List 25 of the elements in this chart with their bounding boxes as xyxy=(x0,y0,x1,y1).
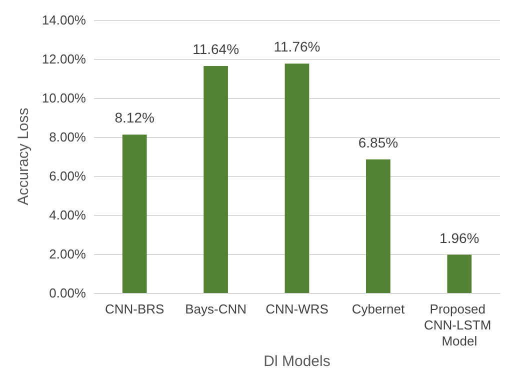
bar xyxy=(204,66,228,293)
bar xyxy=(284,64,310,293)
x-tick-label: CNN-BRS xyxy=(104,302,165,316)
y-axis-title: Accuracy Loss xyxy=(15,108,32,206)
data-label: 6.85% xyxy=(358,134,398,150)
x-axis-title: Dl Models xyxy=(264,352,330,370)
x-tick-label: Cybernet xyxy=(352,302,405,316)
bar xyxy=(122,134,147,293)
y-tick-label: 10.00% xyxy=(42,90,86,106)
y-tick-label: 8.00% xyxy=(49,130,86,144)
y-tick-label: 12.00% xyxy=(42,52,86,66)
y-tick-label: 0.00% xyxy=(49,286,86,300)
x-tick-label: CNN-WRS xyxy=(266,302,329,316)
data-label: 1.96% xyxy=(440,230,480,246)
bar xyxy=(366,159,390,293)
data-label: 8.12% xyxy=(114,110,154,126)
bar xyxy=(447,254,472,293)
y-tick-label: 2.00% xyxy=(49,246,86,262)
data-label: 11.64% xyxy=(192,41,240,58)
y-tick-label: 6.00% xyxy=(49,168,86,184)
x-tick-label: Bays-CNN xyxy=(185,302,246,316)
y-tick-label: 4.00% xyxy=(49,208,86,222)
y-tick-label: 14.00% xyxy=(42,12,86,28)
data-label: 11.76% xyxy=(274,38,320,55)
x-tick-label: Proposed CNN-LSTM Model xyxy=(424,302,495,348)
